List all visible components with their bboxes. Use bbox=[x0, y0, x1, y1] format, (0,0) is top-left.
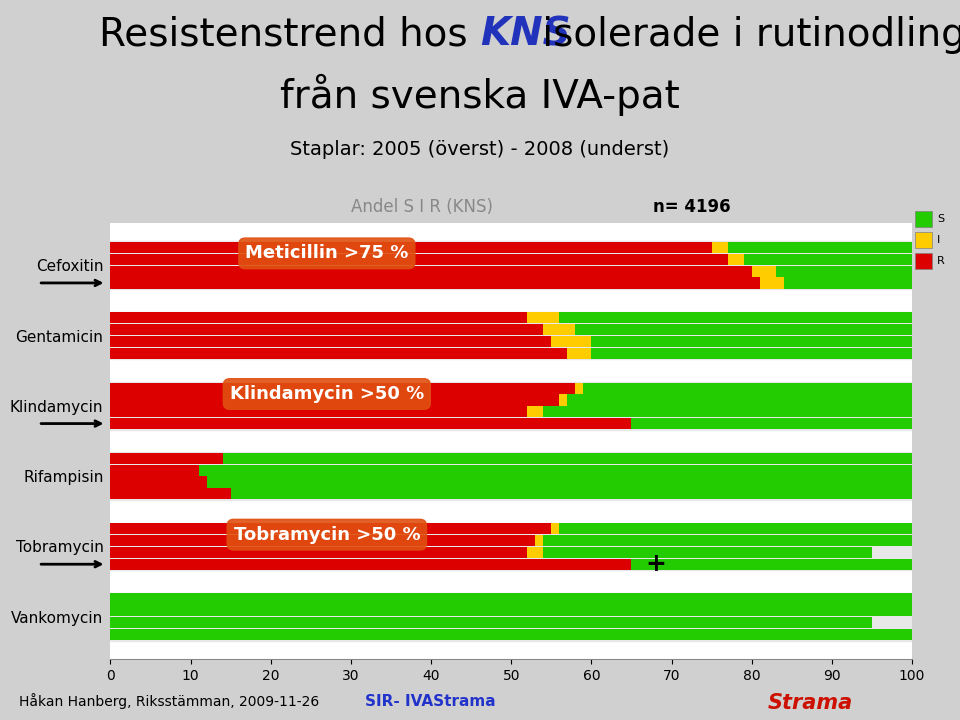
Bar bbox=[560, 395, 567, 405]
Text: I: I bbox=[937, 235, 940, 245]
Bar bbox=[110, 266, 752, 276]
Text: Håkan Hanberg, Riksstämman, 2009-11-26: Håkan Hanberg, Riksstämman, 2009-11-26 bbox=[19, 693, 320, 709]
Bar bbox=[110, 382, 575, 394]
Bar bbox=[110, 488, 230, 500]
Bar bbox=[783, 277, 912, 289]
Bar bbox=[110, 382, 912, 430]
Bar bbox=[110, 336, 551, 347]
Bar bbox=[110, 395, 560, 405]
Bar bbox=[110, 629, 912, 640]
Bar bbox=[591, 348, 912, 359]
Bar bbox=[632, 559, 912, 570]
Bar bbox=[560, 312, 912, 323]
Bar bbox=[110, 406, 527, 418]
Bar bbox=[110, 559, 632, 570]
Text: isolerade i rutinodlingar: isolerade i rutinodlingar bbox=[530, 16, 960, 54]
Bar bbox=[110, 242, 711, 253]
Bar bbox=[110, 593, 912, 605]
Bar bbox=[206, 477, 912, 487]
Bar bbox=[543, 546, 872, 558]
Bar bbox=[584, 382, 912, 394]
Bar bbox=[575, 324, 912, 336]
Bar bbox=[543, 406, 912, 418]
Bar bbox=[110, 312, 527, 323]
Bar bbox=[527, 406, 543, 418]
Bar bbox=[591, 336, 912, 347]
Text: S: S bbox=[937, 214, 944, 224]
Bar bbox=[110, 452, 912, 500]
Bar bbox=[632, 418, 912, 429]
Bar bbox=[110, 617, 872, 629]
Bar bbox=[110, 324, 543, 336]
Text: +: + bbox=[645, 552, 666, 576]
Bar bbox=[527, 312, 560, 323]
Bar bbox=[776, 266, 912, 276]
Bar bbox=[110, 348, 567, 359]
Text: Klindamycin >50 %: Klindamycin >50 % bbox=[229, 385, 424, 403]
Bar bbox=[752, 266, 776, 276]
Bar bbox=[728, 242, 912, 253]
Bar bbox=[551, 523, 560, 534]
Bar bbox=[223, 453, 912, 464]
Text: Resistenstrend hos: Resistenstrend hos bbox=[99, 16, 480, 54]
Text: KNS: KNS bbox=[480, 16, 570, 54]
Bar bbox=[536, 535, 543, 546]
Bar bbox=[110, 253, 728, 265]
Bar bbox=[551, 336, 591, 347]
Bar bbox=[110, 453, 223, 464]
Bar bbox=[560, 523, 912, 534]
Text: Staplar: 2005 (överst) - 2008 (underst): Staplar: 2005 (överst) - 2008 (underst) bbox=[290, 140, 670, 158]
Text: R: R bbox=[937, 256, 945, 266]
Text: n= 4196: n= 4196 bbox=[653, 198, 731, 216]
Bar bbox=[110, 312, 912, 359]
Text: Strama: Strama bbox=[768, 693, 853, 713]
Bar bbox=[744, 253, 912, 265]
Bar bbox=[110, 535, 536, 546]
Text: Tobramycin >50 %: Tobramycin >50 % bbox=[233, 526, 420, 544]
Text: från svenska IVA-pat: från svenska IVA-pat bbox=[280, 73, 680, 115]
Text: SIR- IVAStrama: SIR- IVAStrama bbox=[365, 694, 495, 709]
Bar bbox=[543, 324, 575, 336]
Bar bbox=[230, 488, 912, 500]
Text: Meticillin >75 %: Meticillin >75 % bbox=[245, 244, 409, 262]
Bar bbox=[110, 606, 912, 616]
Bar bbox=[527, 546, 543, 558]
Bar bbox=[110, 477, 206, 487]
Bar bbox=[110, 241, 912, 289]
Bar bbox=[110, 418, 632, 429]
Bar bbox=[110, 464, 199, 476]
Bar bbox=[728, 253, 744, 265]
Bar bbox=[759, 277, 783, 289]
Bar bbox=[110, 523, 912, 570]
Bar bbox=[110, 523, 551, 534]
Bar bbox=[711, 242, 728, 253]
Bar bbox=[567, 348, 591, 359]
Bar bbox=[543, 535, 912, 546]
Text: Andel S I R (KNS): Andel S I R (KNS) bbox=[351, 198, 493, 216]
Bar bbox=[567, 395, 912, 405]
Bar bbox=[110, 546, 527, 558]
Bar bbox=[110, 593, 912, 641]
Bar bbox=[575, 382, 584, 394]
Bar bbox=[110, 277, 759, 289]
Bar bbox=[199, 464, 912, 476]
